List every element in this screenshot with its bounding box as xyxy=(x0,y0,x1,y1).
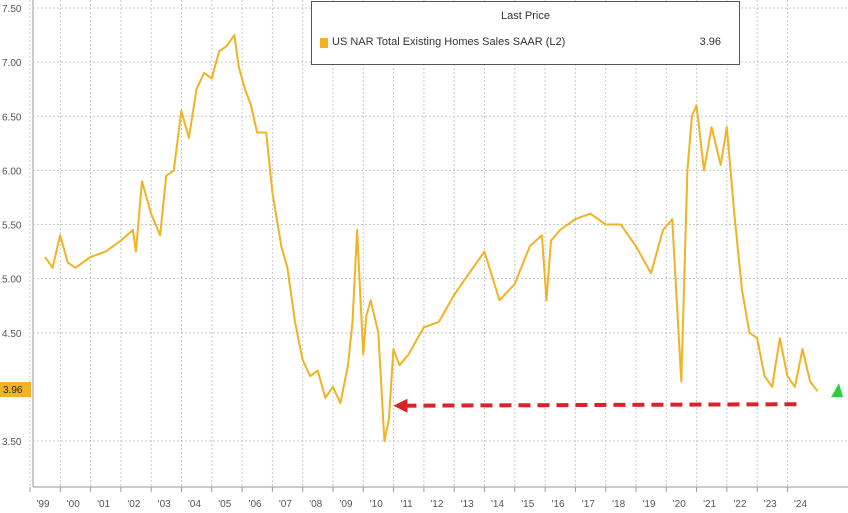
y-tick-label: 4.50 xyxy=(2,329,22,340)
x-tick-label: '21 xyxy=(703,499,716,510)
grid xyxy=(29,0,848,492)
x-tick-label: '10 xyxy=(370,499,383,510)
y-tick-label: 6.00 xyxy=(2,166,22,177)
legend: Last Price US NAR Total Existing Homes S… xyxy=(311,1,740,65)
x-tick-label: '23 xyxy=(764,499,777,510)
red-arrowhead xyxy=(393,398,408,413)
legend-last-value: 3.96 xyxy=(699,36,721,48)
series-line xyxy=(44,34,819,442)
x-tick-label: '13 xyxy=(461,499,474,510)
x-tick-labels: '99 '00 '01 '02 '03 '04 '05 '06 '07 '08 '09 '10 '11 '… xyxy=(36,499,807,510)
x-tick-label: '06 xyxy=(249,499,262,510)
x-tick-label: '03 xyxy=(158,499,171,510)
x-tick-label: '17 xyxy=(582,499,595,510)
x-tick-label: '00 xyxy=(67,499,80,510)
x-tick-label: '02 xyxy=(127,499,140,510)
annotation-layer xyxy=(393,383,843,413)
x-tick-label: '04 xyxy=(188,499,201,510)
x-tick-label: '07 xyxy=(279,499,292,510)
y-tick-label: 6.50 xyxy=(2,112,22,123)
legend-title: Last Price xyxy=(501,10,550,22)
x-tick-label: '16 xyxy=(552,499,565,510)
x-tick-label: '12 xyxy=(430,499,443,510)
x-tick-label: '11 xyxy=(400,499,413,510)
x-tick-label: '22 xyxy=(733,499,746,510)
green-marker xyxy=(831,383,843,398)
last-value-tag-bg xyxy=(0,382,31,397)
legend-series-label: US NAR Total Existing Homes Sales SAAR (… xyxy=(332,36,566,48)
y-tick-label: 3.50 xyxy=(2,437,22,448)
y-tick-label: 7.50 xyxy=(2,4,22,15)
x-tick-label: '05 xyxy=(218,499,231,510)
x-tick-label: '20 xyxy=(673,499,686,510)
legend-swatch xyxy=(320,38,328,48)
red-dashed-arrow xyxy=(405,402,797,408)
x-tick-label: '15 xyxy=(521,499,534,510)
y-tick-label: 7.00 xyxy=(2,58,22,69)
x-tick-label: '18 xyxy=(612,499,625,510)
series-layer xyxy=(44,34,819,442)
x-tick-label: '14 xyxy=(491,499,504,510)
x-tick-label: '09 xyxy=(339,499,352,510)
x-tick-label: '01 xyxy=(97,499,110,510)
x-tick-label: '99 xyxy=(36,499,49,510)
y-tick-labels: 7.50 7.00 6.50 6.00 5.50 5.00 4.50 3.50 xyxy=(2,4,22,448)
x-tick-label: '08 xyxy=(309,499,322,510)
x-tick-label: '19 xyxy=(642,499,655,510)
y-tick-label: 5.50 xyxy=(2,221,22,232)
last-value-tag-text: 3.96 xyxy=(3,385,23,396)
x-tick-label: '24 xyxy=(794,499,807,510)
y-tick-label: 5.00 xyxy=(2,275,22,286)
last-value-tag: 3.96 xyxy=(0,382,31,397)
